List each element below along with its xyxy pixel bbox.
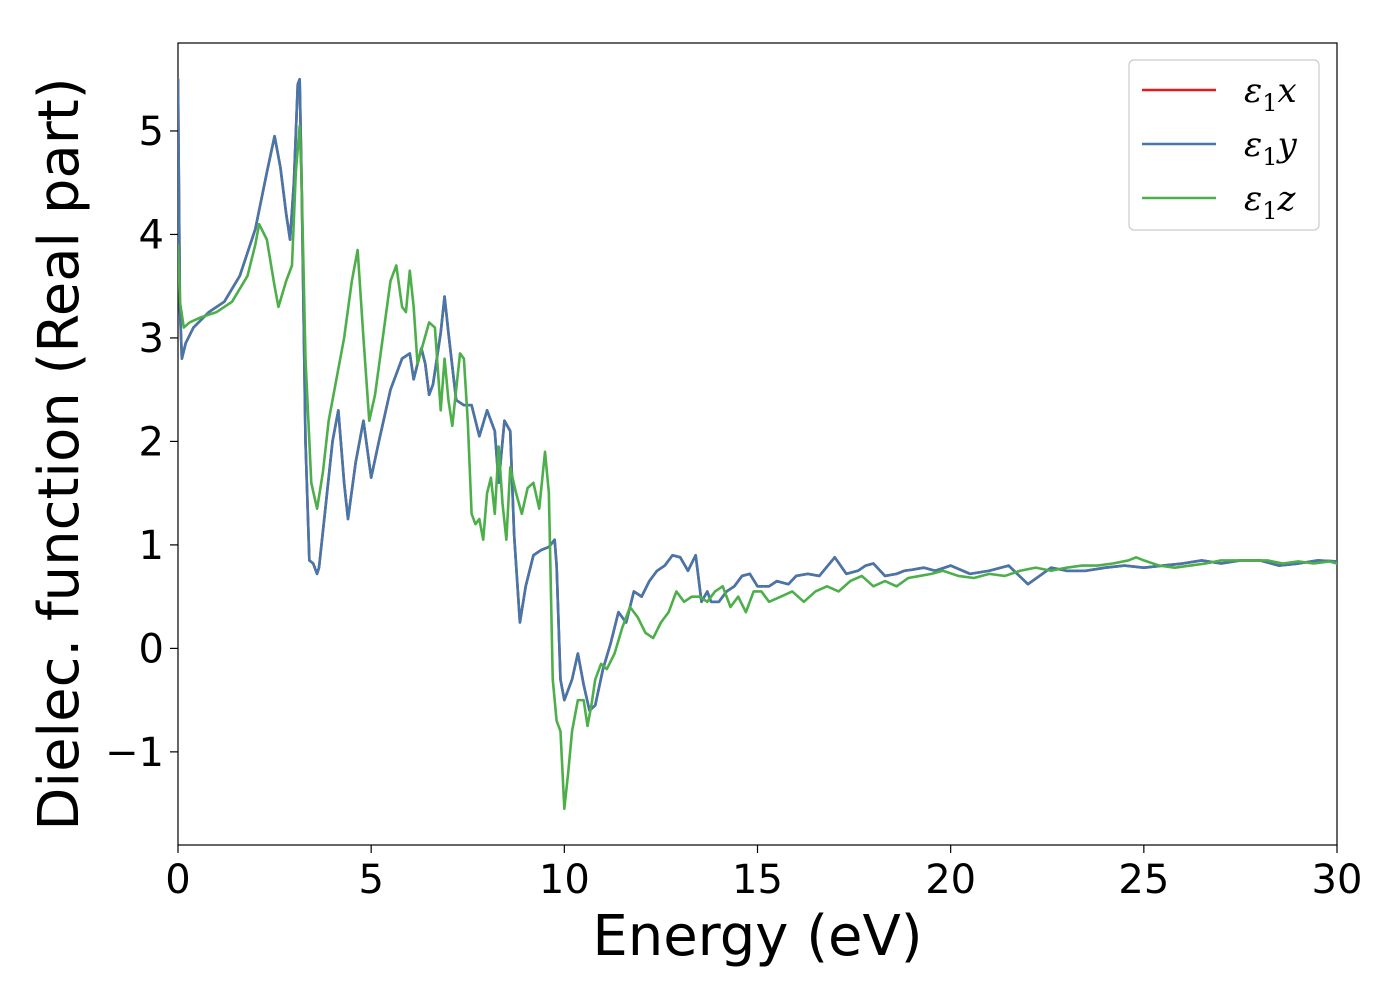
y-tick-label: −1	[105, 730, 164, 776]
legend-frame	[1128, 59, 1320, 231]
legend-label: ε1x	[1244, 71, 1297, 117]
series-line-3	[178, 124, 1337, 811]
x-tick-label: 25	[1118, 857, 1169, 903]
y-tick-label: 2	[139, 419, 164, 465]
x-tick-label: 30	[1312, 857, 1363, 903]
legend-entry: ε1x	[1142, 71, 1297, 117]
x-tick-label: 5	[358, 857, 383, 903]
x-tick-label: 10	[539, 857, 590, 903]
tick-layer: 0 5 10 15 20 25 30 −1 0 1 2 3 4 5	[105, 109, 1362, 903]
legend-label: ε1y	[1244, 125, 1298, 171]
legend-label: ε1z	[1244, 179, 1297, 225]
x-tick-label: 0	[165, 857, 190, 903]
x-tick-label: 20	[925, 857, 976, 903]
y-tick-label: 1	[139, 523, 164, 569]
y-tick-label: 5	[139, 109, 164, 155]
legend-entry: ε1z	[1142, 179, 1297, 225]
series-line-2	[178, 77, 1337, 712]
y-tick-label: 0	[139, 626, 164, 672]
y-tick-label: 3	[139, 316, 164, 362]
y-tick-label: 4	[139, 212, 164, 258]
series-group	[178, 77, 1337, 811]
legend-entry: ε1y	[1142, 125, 1298, 171]
y-axis-label: Dielec. function (Real part)	[27, 77, 92, 830]
x-tick-label: 15	[732, 857, 783, 903]
legend: ε1x ε1y ε1z	[1128, 59, 1320, 231]
x-axis-label: Energy (eV)	[592, 904, 922, 969]
